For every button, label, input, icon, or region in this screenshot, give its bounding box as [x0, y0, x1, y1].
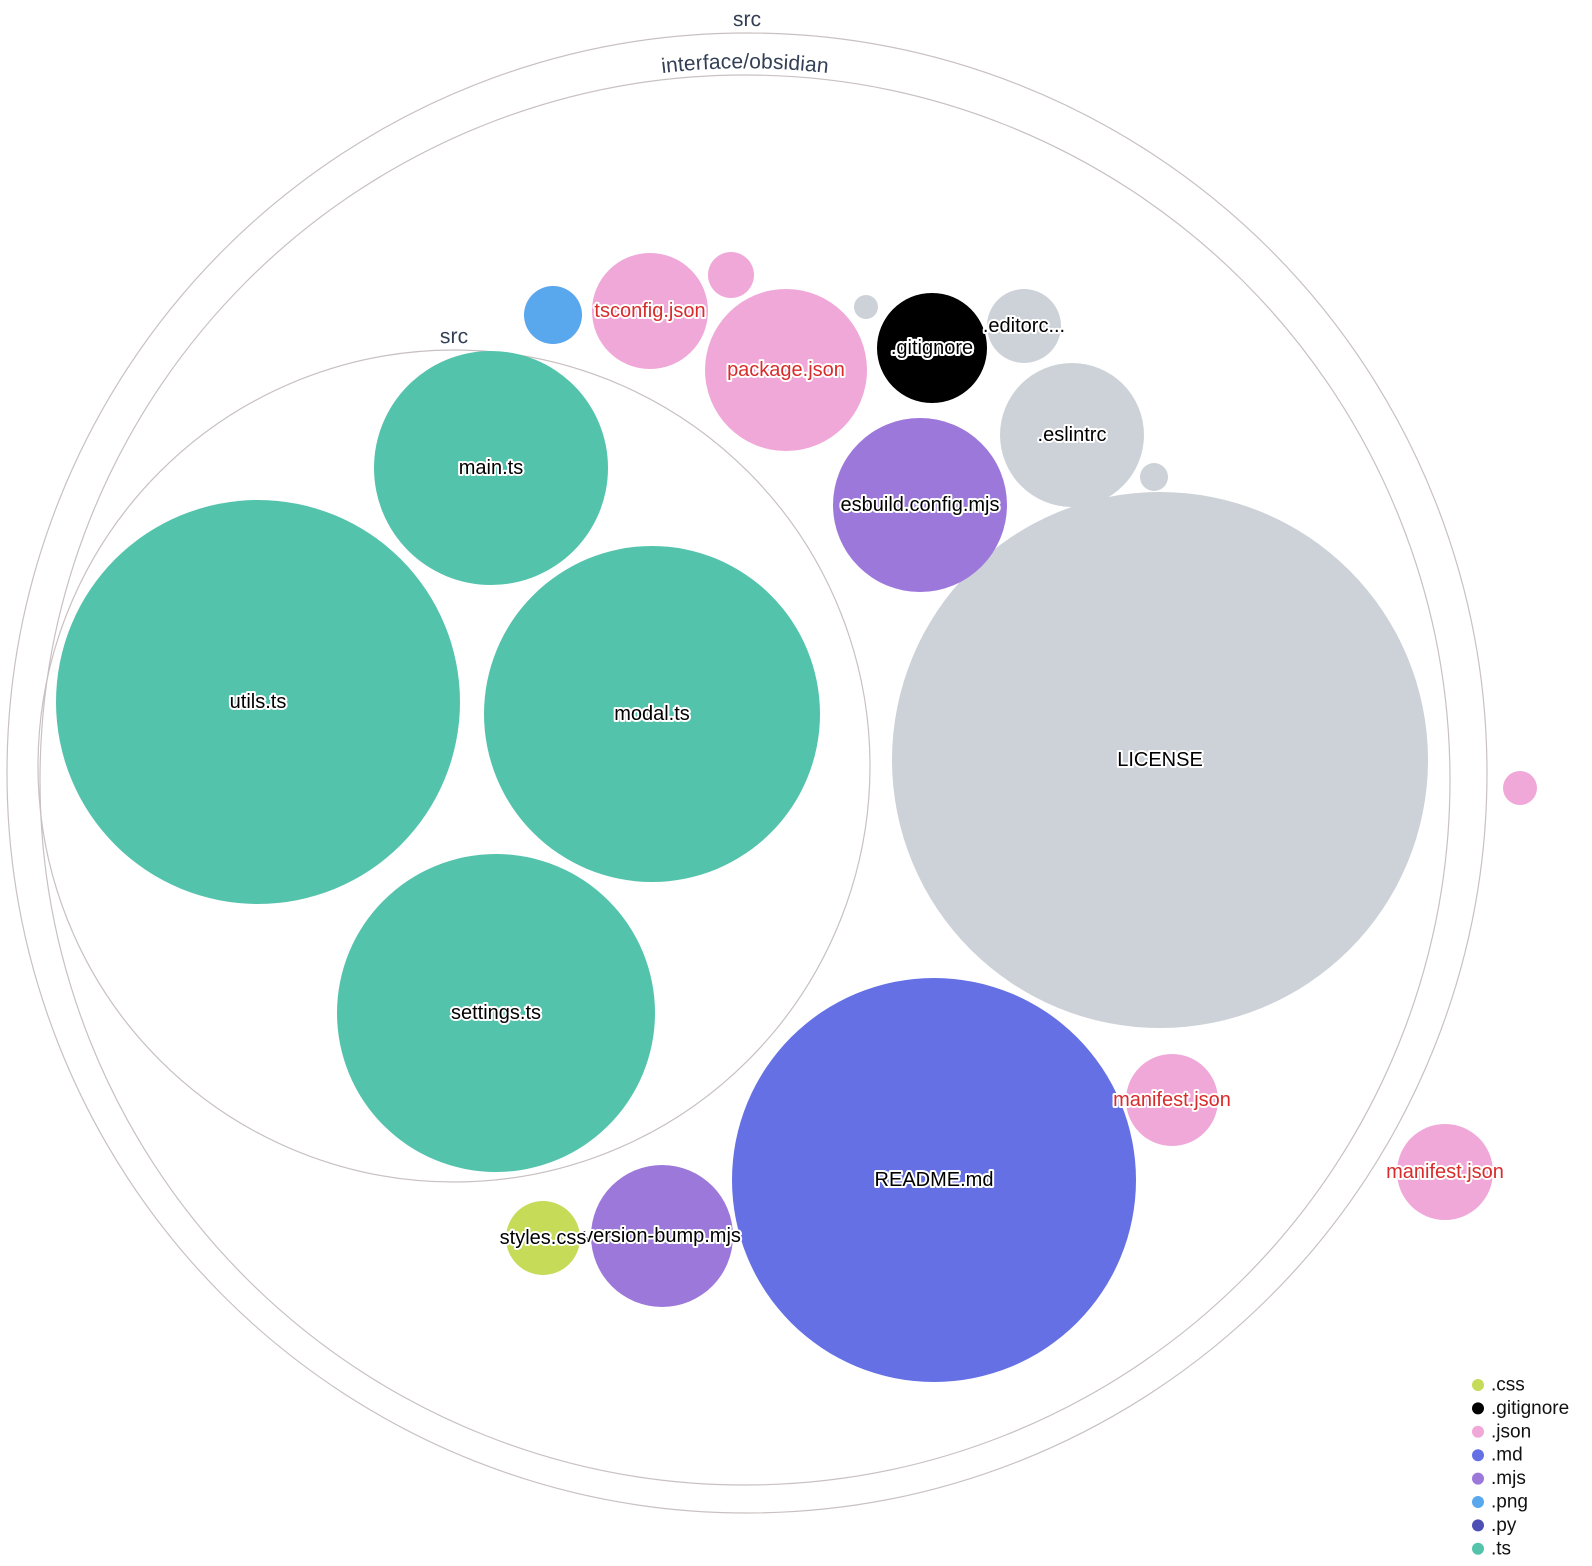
folder-circle-src-0[interactable] — [6, 32, 1488, 1514]
legend-label-png: .png — [1491, 1492, 1528, 1513]
file-label-modal-ts-2: modal.ts — [614, 703, 690, 725]
legend-swatch-gitignore — [1472, 1402, 1484, 1415]
file-circle-unlabeled-png-18[interactable] — [524, 286, 582, 344]
legend-swatch-css — [1472, 1379, 1484, 1391]
legend-label-css: .css — [1491, 1375, 1525, 1396]
file-label-version-bump-mjs-4: version-bump.mjs — [583, 1225, 741, 1247]
legend-label-py: .py — [1491, 1515, 1517, 1536]
legend-swatch-ts — [1472, 1542, 1484, 1555]
legend-swatch-py — [1472, 1519, 1484, 1532]
file-circle-unlabeled-other-13[interactable] — [1140, 463, 1168, 491]
legend-label-mjs: .mjs — [1491, 1468, 1526, 1489]
file-circle-modal-ts[interactable] — [484, 546, 820, 882]
file-circle-unlabeled-json-16[interactable] — [708, 252, 754, 298]
file-circle-gitignore[interactable] — [877, 293, 987, 403]
file-circle-manifest-json[interactable] — [1397, 1124, 1493, 1220]
file-label-package-json-17: package.json — [727, 359, 845, 381]
file-label-readme-md-6: README.md — [875, 1169, 994, 1191]
file-circle-unlabeled-json-20[interactable] — [1503, 771, 1537, 805]
file-label-settings-ts-3: settings.ts — [451, 1002, 541, 1024]
file-circle-utils-ts[interactable] — [56, 500, 460, 904]
legend-swatch-json — [1472, 1425, 1484, 1438]
file-circle-main-ts[interactable] — [374, 351, 608, 585]
file-circle-package-json[interactable] — [705, 289, 867, 451]
file-label-manifest-json-8: manifest.json — [1113, 1089, 1231, 1111]
file-circle-settings-ts[interactable] — [337, 854, 655, 1172]
file-label-gitignore-10: .gitignore — [891, 337, 973, 359]
file-label-editorc-11: .editorc... — [983, 315, 1065, 337]
file-circle-styles-css[interactable] — [506, 1201, 580, 1275]
file-label-eslintrc-12: .eslintrc — [1038, 424, 1107, 446]
folder-label-interface-obsidian-1: interface/obsidian — [660, 50, 830, 78]
file-circle-editorc[interactable] — [987, 289, 1061, 363]
legend-swatch-md — [1472, 1449, 1484, 1462]
legend-swatch-mjs — [1472, 1472, 1484, 1485]
file-label-utils-ts-0: utils.ts — [230, 691, 287, 713]
file-label-tsconfig-json-15: tsconfig.json — [594, 300, 705, 322]
file-circle-manifest-json[interactable] — [1126, 1054, 1218, 1146]
folder-label-src-0: src — [733, 8, 761, 31]
file-label-esbuild-config-mjs-9: esbuild.config.mjs — [841, 494, 1000, 516]
file-circle-esbuild-config-mjs[interactable] — [833, 418, 1007, 592]
file-label-license-7: LICENSE — [1117, 749, 1203, 771]
file-label-main-ts-1: main.ts — [459, 457, 523, 479]
legend-label-json: .json — [1491, 1421, 1531, 1442]
legend-label-md: .md — [1491, 1445, 1523, 1466]
file-circle-license[interactable] — [892, 492, 1428, 1028]
folder-circle-interface-obsidian-1[interactable] — [39, 74, 1451, 1486]
folder-label-src-2: src — [440, 325, 469, 348]
file-circle-version-bump-mjs[interactable] — [591, 1165, 733, 1307]
folder-circle-src-2[interactable] — [37, 349, 871, 1183]
legend: .css.gitignore.json .md.mjs .png.py.ts — [1472, 1375, 1569, 1559]
file-label-manifest-json-19: manifest.json — [1386, 1161, 1504, 1183]
file-circle-readme-md[interactable] — [732, 978, 1136, 1382]
file-label-styles-css-5: styles.css — [500, 1227, 587, 1249]
file-circle-unlabeled-other-14[interactable] — [854, 295, 878, 319]
legend-label-ts: .ts — [1491, 1538, 1511, 1559]
legend-swatch-png — [1472, 1496, 1484, 1508]
legend-label-gitignore: .gitignore — [1491, 1398, 1569, 1419]
file-circle-eslintrc[interactable] — [1000, 363, 1144, 507]
file-circle-tsconfig-json[interactable] — [592, 253, 708, 369]
